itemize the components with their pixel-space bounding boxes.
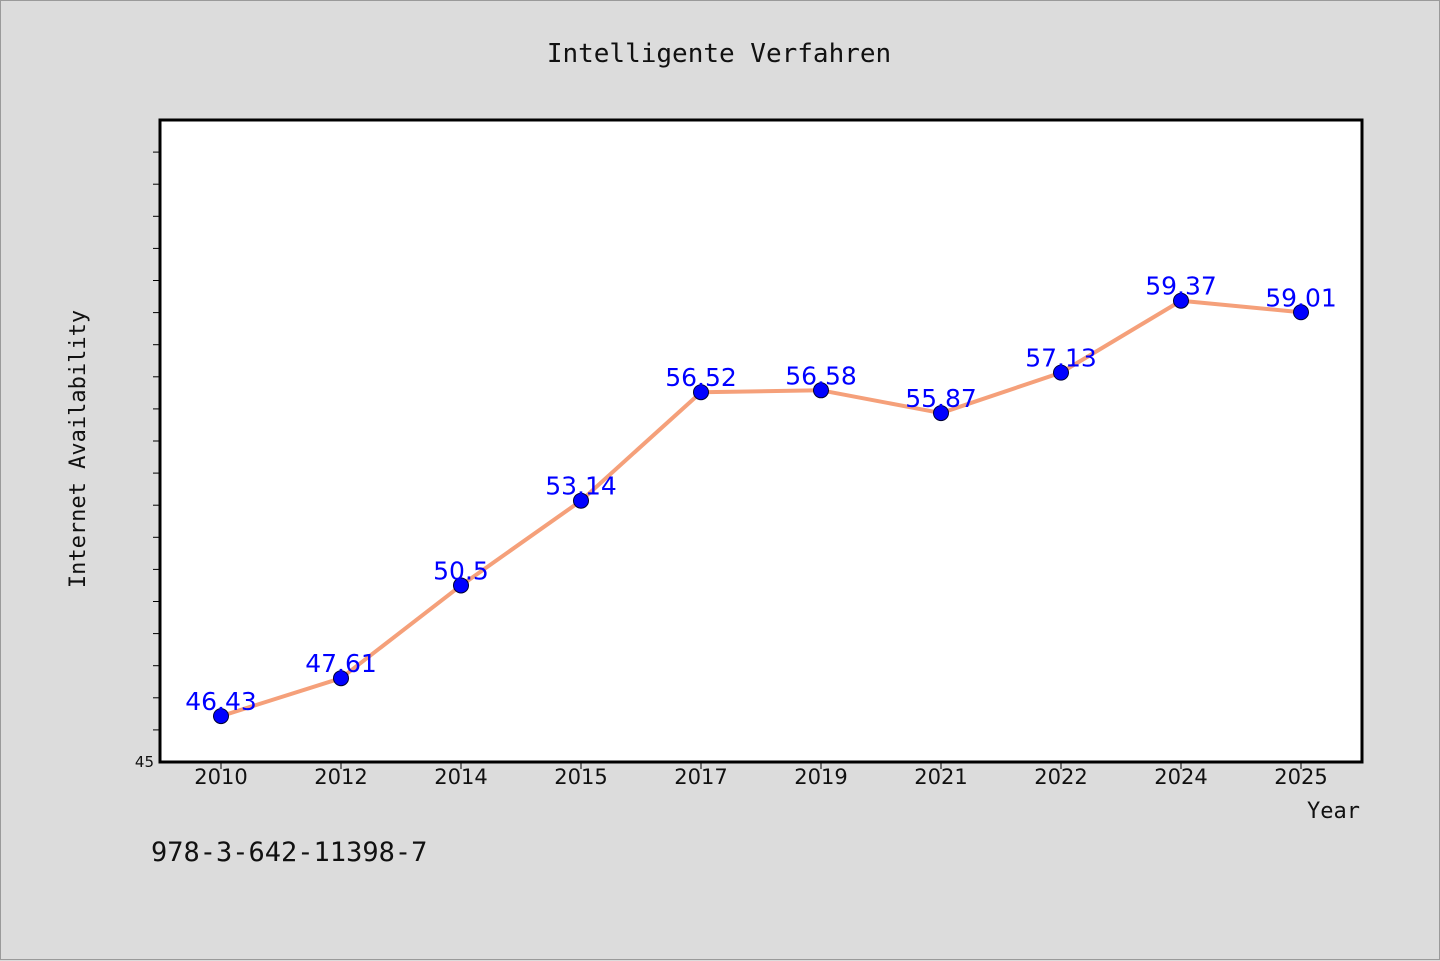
x-tick-label: 2014 <box>434 765 487 789</box>
data-label: 47.61 <box>305 649 377 678</box>
data-label: 57.13 <box>1025 344 1097 373</box>
data-label: 56.52 <box>665 363 737 392</box>
y-tick-label: 45 <box>135 753 154 771</box>
x-tick-label: 2024 <box>1154 765 1207 789</box>
data-point <box>573 492 589 509</box>
x-tick-label: 2015 <box>554 765 607 789</box>
y-axis-label: Internet Availability <box>66 310 91 588</box>
data-point <box>693 384 709 401</box>
x-tick-label: 2025 <box>1274 765 1327 789</box>
x-tick-label: 2012 <box>314 765 367 789</box>
series-line <box>219 298 1303 719</box>
data-label: 59.37 <box>1145 272 1217 301</box>
data-labels: 46.43 47.61 50.5 53.14 56.52 56.58 55.87 57.13 5… <box>185 272 1337 716</box>
data-point <box>1293 304 1309 321</box>
data-label: 50.5 <box>433 556 489 585</box>
data-label: 59.01 <box>1265 283 1337 312</box>
data-label: 56.58 <box>785 361 857 390</box>
isbn-footer: 978-3-642-11398-7 <box>151 837 428 868</box>
data-point <box>813 382 829 399</box>
chart-title: Intelligente Verfahren <box>547 39 891 69</box>
data-label: 55.87 <box>905 384 977 413</box>
x-tick-label: 2022 <box>1034 765 1087 789</box>
x-tick-labels: 2010 2012 2014 2015 2017 2019 2021 2022 2024 2025 <box>194 765 1327 789</box>
data-point <box>933 405 949 422</box>
x-tick-label: 2019 <box>794 765 847 789</box>
data-point <box>333 670 349 687</box>
x-tick-label: 2017 <box>674 765 727 789</box>
series <box>213 292 1309 725</box>
data-point <box>453 577 469 594</box>
x-axis-label: Year <box>1307 799 1360 824</box>
x-axis-ticks <box>220 762 1302 769</box>
data-point <box>1173 292 1189 309</box>
data-label: 53.14 <box>545 472 617 501</box>
x-tick-label: 2021 <box>914 765 967 789</box>
x-tick-label: 2010 <box>194 765 247 789</box>
data-label: 46.43 <box>185 687 257 716</box>
data-point <box>213 708 229 725</box>
y-axis-ticks <box>153 151 160 731</box>
data-point <box>1053 364 1069 381</box>
plot-area <box>158 118 1364 764</box>
